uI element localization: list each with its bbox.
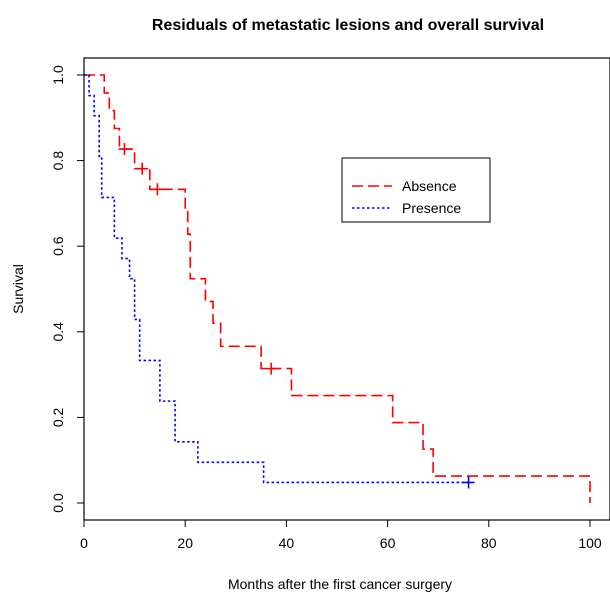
x-tick-label: 100 [578,535,602,551]
censor-mark-presence [462,476,475,489]
y-tick-label: 0.4 [50,322,66,342]
legend-box [341,157,491,223]
y-tick-label: 0.2 [50,407,66,427]
series-line-presence [84,74,469,484]
x-axis-label: Months after the first cancer surgery [228,576,452,592]
series-layer [84,74,591,503]
y-axis-label: Survival [10,264,26,314]
x-tick-label: 20 [177,535,193,551]
censor-mark-absence [118,143,131,156]
chart-title: Residuals of metastatic lesions and over… [152,17,544,34]
y-tick-label: 0.6 [50,236,66,256]
legend-label-presence: Presence [402,200,461,216]
x-axis: 0 20 40 60 80 100 [80,520,602,551]
censor-mark-absence [136,162,149,175]
censor-mark-absence [151,183,164,196]
x-tick-label: 60 [380,535,396,551]
x-tick-label: 0 [80,535,88,551]
legend: Absence Presence [341,157,491,223]
y-axis: 0.0 0.2 0.4 0.6 0.8 1.0 [50,65,84,513]
y-tick-label: 0.0 [50,493,66,513]
x-tick-label: 40 [279,535,295,551]
y-tick-label: 0.8 [50,151,66,171]
plot-frame [83,57,610,521]
x-tick-label: 80 [481,535,497,551]
series-line-absence [84,74,591,503]
y-tick-label: 1.0 [50,65,66,85]
legend-label-absence: Absence [402,178,457,194]
censor-mark-absence [265,362,278,375]
censor-layer [118,143,475,489]
